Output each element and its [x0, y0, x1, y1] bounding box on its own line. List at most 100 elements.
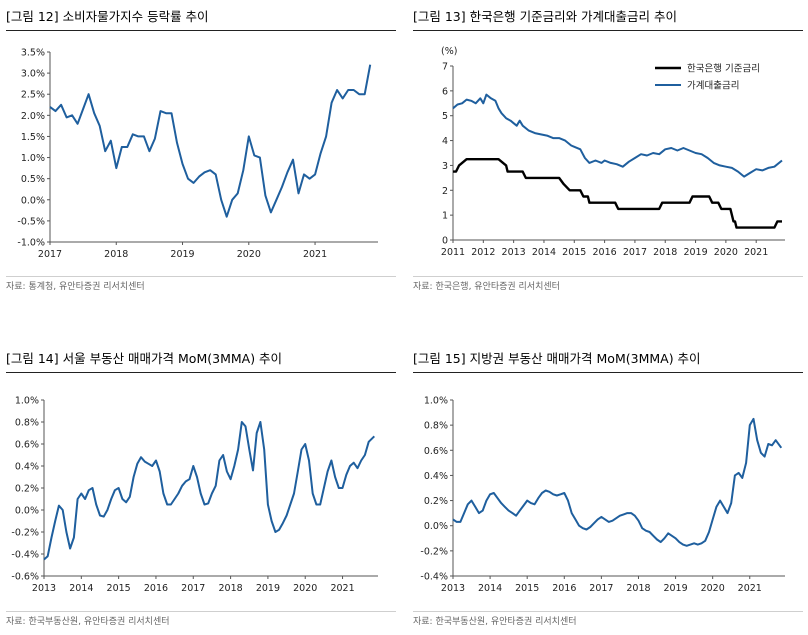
chart-panel-cpi: [그림 12] 소비자물가지수 등락률 추이 3.5% 3.0% 2.5% 2.0% 1…: [6, 6, 396, 292]
y-tick-label: 0: [442, 236, 448, 247]
x-tick-label: 2013: [502, 247, 526, 258]
chart-title: [그림 14] 서울 부동산 매매가격 MoM(3MMA) 추이: [6, 348, 282, 370]
title-divider: [413, 372, 803, 373]
title-divider: [6, 30, 396, 31]
chart-panel-regional: [그림 15] 지방권 부동산 매매가격 MoM(3MMA) 추이 1.0% 0.…: [413, 348, 803, 634]
chart-panel-seoul: [그림 14] 서울 부동산 매매가격 MoM(3MMA) 추이 1.0% 0.8…: [6, 348, 396, 634]
x-tick-label: 2015: [107, 583, 131, 594]
chart-title: [그림 15] 지방권 부동산 매매가격 MoM(3MMA) 추이: [413, 348, 701, 370]
y-tick-label: 0.4%: [424, 471, 448, 482]
x-tick-label: 2014: [532, 247, 556, 258]
x-tick-label: 2021: [738, 583, 762, 594]
y-tick-label: -0.2%: [11, 528, 39, 539]
y-tick-label: 2.0%: [21, 111, 45, 122]
chart-title: [그림 12] 소비자물가지수 등락률 추이: [6, 6, 209, 28]
y-tick-label: -0.6%: [11, 572, 39, 583]
y-tick-label: 1.0%: [424, 396, 448, 407]
y-tick-label: -0.4%: [11, 550, 39, 561]
y-tick-label: 7: [442, 62, 448, 73]
x-tick-label: 2019: [663, 583, 687, 594]
y-tick-label: 3.0%: [21, 69, 45, 80]
x-tick-label: 2017: [38, 249, 62, 260]
x-tick-label: 2019: [256, 583, 280, 594]
x-tick-label: 2011: [441, 247, 465, 258]
chart-source: 자료: 한국은행, 유안타증권 리서치센터: [413, 279, 560, 292]
x-tick-label: 2012: [471, 247, 495, 258]
y-tick-label: 0.0%: [21, 195, 45, 206]
legend-label: 가계대출금리: [687, 80, 739, 92]
x-tick-label: 2019: [683, 247, 707, 258]
x-tick-label: 2021: [744, 247, 768, 258]
y-tick-label: 0.2%: [424, 496, 448, 507]
chart-source: 자료: 한국부동산원, 유안타증권 리서치센터: [413, 614, 577, 627]
x-tick-label: 2014: [478, 583, 502, 594]
series-line-1: [453, 95, 782, 177]
source-divider: [6, 276, 396, 277]
x-tick-label: 2020: [701, 583, 725, 594]
y-tick-label: 0.5%: [21, 174, 45, 185]
x-tick-label: 2013: [441, 583, 465, 594]
y-tick-label: 6: [442, 86, 448, 97]
series-line-0: [453, 419, 781, 546]
x-tick-label: 2016: [552, 583, 576, 594]
chart-panel-rates: [그림 13] 한국은행 기준금리와 가계대출금리 추이 7 6 5 4 3 2 1 0 201…: [413, 6, 803, 292]
y-tick-label: 5: [442, 111, 448, 122]
chart-seoul-housing: 1.0%0.8%0.6%0.4%0.2%0.0%-0.2%-0.4%-0.6%2…: [6, 376, 396, 614]
x-tick-label: 2016: [593, 247, 617, 258]
y-tick-label: 4: [442, 136, 448, 147]
y-tick-label: 1.0%: [15, 396, 39, 407]
legend-label: 한국은행 기준금리: [687, 63, 760, 75]
series-line-0: [50, 65, 370, 217]
source-divider: [413, 611, 803, 612]
x-tick-label: 2018: [653, 247, 677, 258]
y-tick-label: 0.4%: [15, 462, 39, 473]
chart-source: 자료: 통계청, 유안타증권 리서치센터: [6, 279, 145, 292]
x-tick-label: 2020: [714, 247, 738, 258]
y-tick-label: 1.0%: [21, 153, 45, 164]
y-tick-label: -0.4%: [420, 572, 448, 583]
x-tick-label: 2019: [170, 249, 194, 260]
x-tick-label: 2021: [330, 583, 354, 594]
x-tick-label: 2020: [293, 583, 317, 594]
y-unit-label: (%): [441, 46, 457, 57]
y-tick-label: 2.5%: [21, 90, 45, 101]
x-tick-label: 2021: [303, 249, 327, 260]
series-line-0: [44, 422, 374, 560]
x-tick-label: 2018: [626, 583, 650, 594]
x-tick-label: 2017: [623, 247, 647, 258]
y-tick-label: 0.8%: [424, 421, 448, 432]
y-tick-label: 0.2%: [15, 484, 39, 495]
chart-title: [그림 13] 한국은행 기준금리와 가계대출금리 추이: [413, 6, 677, 28]
x-tick-label: 2018: [104, 249, 128, 260]
y-tick-label: 0.0%: [424, 521, 448, 532]
x-tick-label: 2016: [144, 583, 168, 594]
source-divider: [6, 611, 396, 612]
chart-cpi: 3.5% 3.0% 2.5% 2.0% 1.5% 1.0% 0.5% 0.0% -0.5% -1.…: [6, 34, 396, 272]
y-tick-label: -1.0%: [17, 238, 45, 249]
y-tick-label: 3: [442, 161, 448, 172]
y-tick-label: 1.5%: [21, 132, 45, 143]
x-tick-label: 2020: [237, 249, 261, 260]
x-tick-label: 2017: [589, 583, 613, 594]
x-tick-label: 2015: [515, 583, 539, 594]
y-tick-label: 3.5%: [21, 48, 45, 59]
x-tick-label: 2017: [181, 583, 205, 594]
x-tick-label: 2014: [69, 583, 93, 594]
source-divider: [413, 276, 803, 277]
y-tick-label: 0.6%: [424, 446, 448, 457]
chart-regional-housing: 1.0% 0.8% 0.6% 0.4% 0.2% 0.0% -0.2% -0.4%2013 20…: [413, 376, 803, 614]
title-divider: [413, 30, 803, 31]
chart-source: 자료: 한국부동산원, 유안타증권 리서치센터: [6, 614, 170, 627]
y-tick-label: 2: [442, 186, 448, 197]
x-tick-label: 2018: [218, 583, 242, 594]
x-tick-label: 2015: [562, 247, 586, 258]
title-divider: [6, 372, 396, 373]
y-tick-label: 0.6%: [15, 440, 39, 451]
y-tick-label: -0.2%: [420, 546, 448, 557]
y-tick-label: -0.5%: [17, 216, 45, 227]
y-tick-label: 0.8%: [15, 418, 39, 429]
x-tick-label: 2013: [32, 583, 56, 594]
y-tick-label: 0.0%: [15, 506, 39, 517]
y-tick-label: 1: [442, 211, 448, 222]
